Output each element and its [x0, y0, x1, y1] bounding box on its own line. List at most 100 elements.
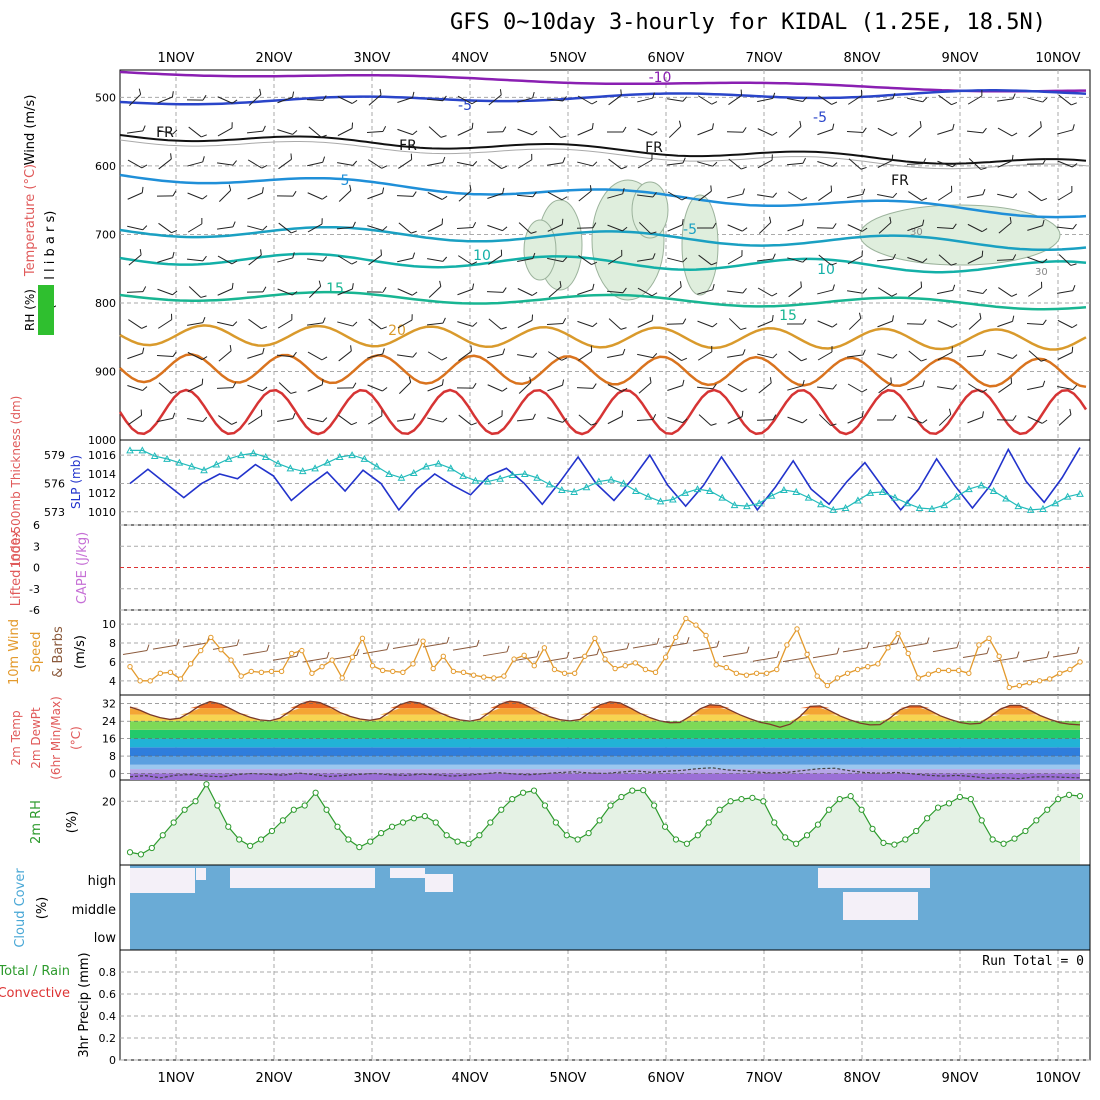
wind-barb-shaft [458, 414, 472, 426]
wind-barb-shaft [338, 190, 352, 202]
wind-barb-shaft [338, 414, 352, 426]
thickness-marker [212, 460, 221, 468]
wind-barb-shaft [427, 417, 443, 423]
wind-barb [1058, 408, 1072, 426]
rh-marker [192, 798, 199, 805]
wind-barb-flag [682, 257, 688, 263]
rh-marker [825, 806, 832, 813]
wind-barb [1027, 416, 1048, 424]
wind-barb-10m [992, 657, 1018, 663]
rh-marker [803, 832, 811, 839]
wind-barb-shaft [576, 387, 594, 389]
axis-label-minmax: (6hr Min/Max) [49, 696, 63, 780]
wind-speed-marker [804, 651, 810, 658]
wind-barb-flag [830, 185, 833, 192]
wind-barb-flag [502, 226, 508, 231]
wind-barb-flag [981, 228, 988, 233]
axis-label-wind-unit: (m/s) [73, 635, 88, 669]
wind-barb [517, 352, 538, 358]
wind-barb-10m [182, 642, 208, 648]
wind-barb-flag [142, 286, 147, 292]
rh-marker [967, 796, 974, 803]
wind-barb-flag [290, 391, 297, 394]
wind-barb-shaft [1057, 290, 1073, 294]
wind-barb-flag [379, 88, 382, 95]
wind-barb-shaft [367, 225, 383, 231]
rh-marker [629, 787, 636, 794]
wind-barb-flag [1041, 197, 1048, 202]
wind-barb-flag [621, 410, 624, 417]
wind-barb [487, 187, 505, 199]
wind-barb-flag [228, 184, 232, 191]
run-total-label: Run Total = 0 [982, 954, 1084, 969]
wind-barb [636, 414, 657, 422]
wind-speed-marker [501, 673, 507, 679]
thickness-marker [348, 451, 356, 459]
wind-barb-flag [1072, 124, 1075, 131]
wind-barb [847, 411, 864, 424]
wind-barb [848, 158, 867, 170]
wind-barb-shaft [847, 383, 863, 393]
wind-barb-shaft [428, 126, 442, 138]
wind-barb [1058, 94, 1077, 106]
wind-barb-flag [652, 92, 655, 99]
wind-barb-flag [232, 99, 238, 104]
wind-barb-shaft [128, 93, 142, 107]
wind-barb [637, 253, 656, 262]
thickness-marker [940, 501, 949, 509]
isotherm-5 [119, 173, 1087, 219]
wind-barb-shaft [578, 190, 592, 202]
wind-barb-shaft [816, 386, 834, 390]
wind-barb [458, 184, 472, 202]
thickness-marker [1063, 492, 1072, 500]
thickness-marker [1026, 505, 1035, 513]
rh-marker [945, 800, 953, 807]
wind-barb-shaft [126, 291, 144, 293]
wind-barb [607, 126, 627, 133]
wind-barb-flag [591, 123, 594, 129]
wind-barb-shaft [787, 416, 803, 424]
wind-barb-10m [212, 644, 238, 650]
wind-barb [758, 377, 772, 394]
wind-barb [277, 288, 298, 296]
wind-barb [997, 315, 1015, 328]
rh-shading [859, 204, 1061, 266]
thickness-marker [681, 488, 690, 496]
tick-label: 8 [109, 637, 116, 650]
date-label-bottom: 6NOV [648, 1071, 685, 1086]
rh-marker [552, 819, 559, 826]
rh-marker [847, 793, 854, 800]
wind-speed-marker [268, 668, 275, 675]
wind-barb [787, 416, 808, 424]
wind-barb [998, 287, 1018, 297]
wind-speed-marker [784, 642, 790, 648]
wind-barb [457, 161, 478, 167]
wind-barb-shaft [1057, 385, 1073, 391]
wind-barb [458, 255, 478, 265]
wind-barb-shaft [728, 158, 742, 170]
wind-barb [878, 216, 892, 234]
thickness-marker [743, 502, 751, 510]
date-label-top: 5NOV [550, 51, 587, 66]
wind-barb-shaft [757, 194, 773, 198]
wind-barb-flag [921, 358, 927, 362]
wind-barb [997, 93, 1016, 102]
wind-speed-marker [956, 667, 962, 674]
wind-barb [217, 282, 234, 296]
wind-barb-shaft [757, 97, 773, 103]
wind-barb [1057, 346, 1074, 360]
wind-barb [517, 288, 538, 296]
wind-barb-shaft [427, 223, 443, 233]
wind-barb [667, 257, 688, 263]
wind-speed-marker [1016, 682, 1023, 689]
wind-barb-flag [382, 286, 387, 293]
wind-barb-shaft [848, 95, 862, 105]
rh-marker [716, 806, 723, 813]
rh-marker [1076, 793, 1084, 800]
wind-barb-flag [651, 292, 658, 297]
wind-barb-shaft [487, 224, 503, 232]
wind-barb-shaft [817, 128, 833, 136]
wind-barb [156, 351, 177, 358]
wind-barb-flag [471, 122, 474, 129]
wind-barb-flag [741, 388, 748, 393]
